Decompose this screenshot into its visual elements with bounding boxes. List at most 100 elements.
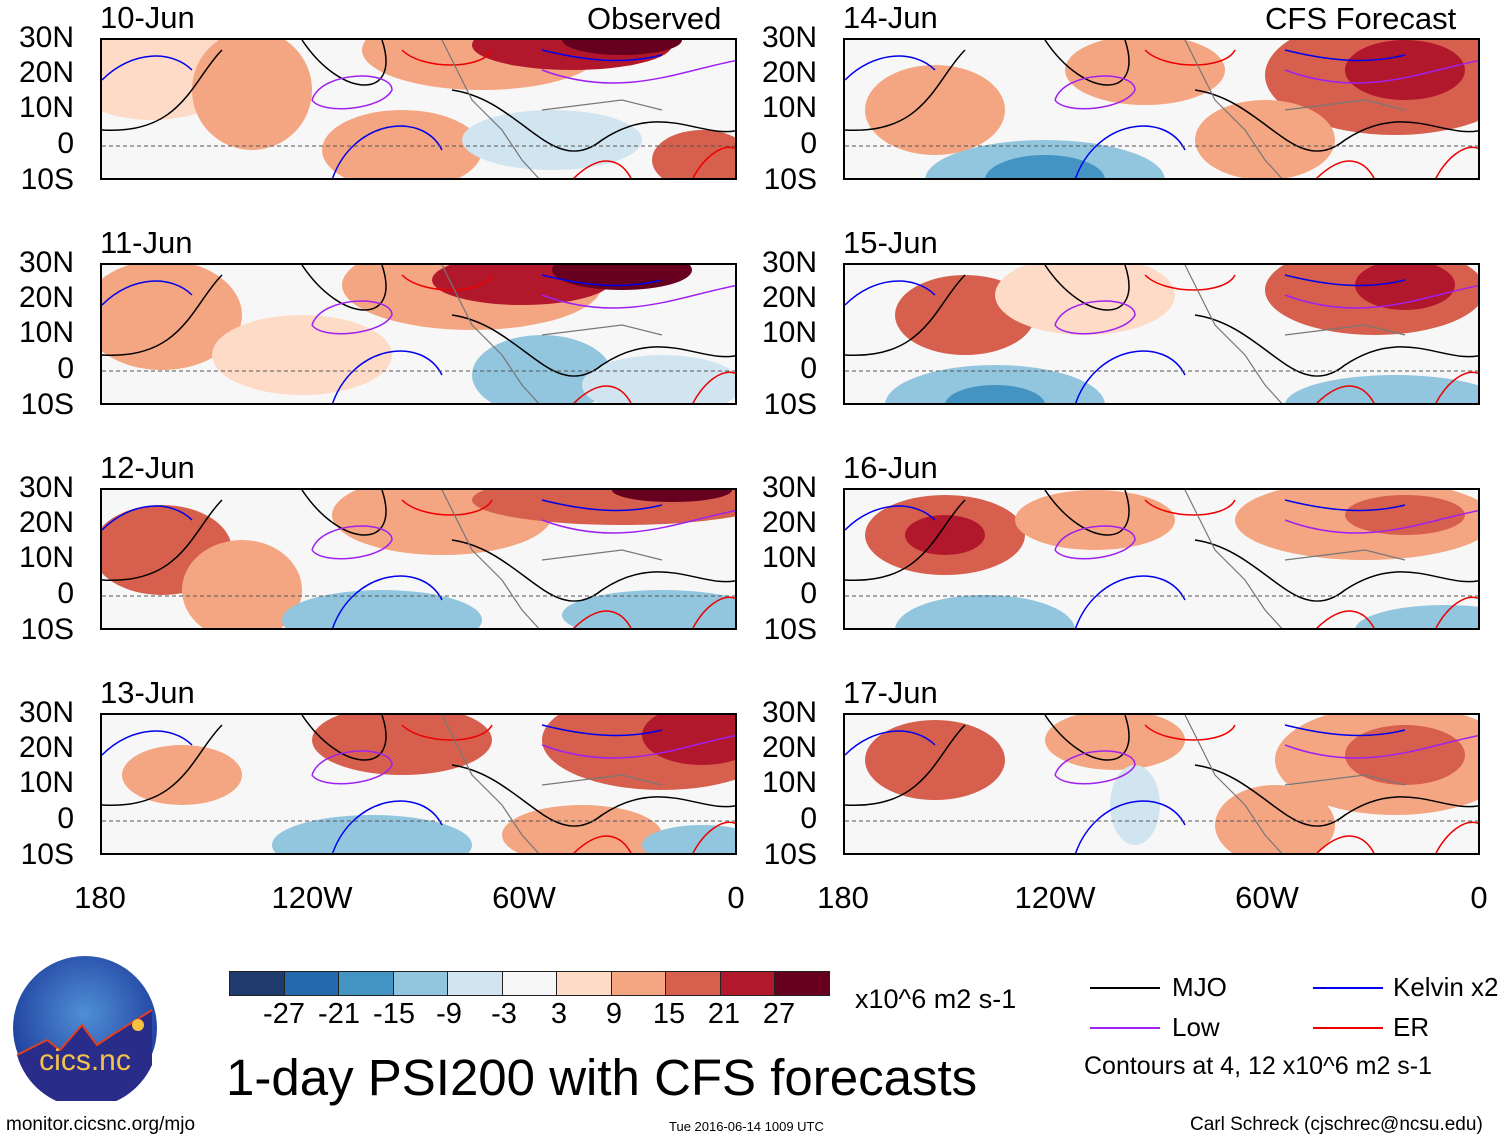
kelvin-contour <box>845 724 1406 853</box>
footer-url[interactable]: monitor.cicsnc.org/mjo <box>6 1114 196 1135</box>
colorbar-swatch <box>775 972 829 995</box>
colorbar-label: 15 <box>652 998 686 1030</box>
lat-tick-label: 30N <box>18 246 74 279</box>
low-contour <box>311 60 735 110</box>
lat-tick-label: 10S <box>763 613 817 646</box>
anomaly-field <box>652 130 735 178</box>
legend-kelvin-label: Kelvin x2 <box>1393 972 1499 1002</box>
anomaly-field <box>1215 785 1335 853</box>
mjo-contour <box>102 40 735 152</box>
kelvin-contour <box>102 499 663 628</box>
kelvin-contour <box>845 499 1406 628</box>
anomaly-field <box>462 110 642 170</box>
low-contour <box>1054 510 1478 560</box>
coastline <box>441 265 663 403</box>
map-panel-observed <box>100 38 737 180</box>
anomaly-field <box>122 745 242 805</box>
colorbar-label: -3 <box>491 998 517 1030</box>
anomaly-field <box>865 65 1005 155</box>
kelvin-contour <box>102 274 663 403</box>
anomaly-field <box>1345 40 1465 100</box>
panel-date: 14-Jun <box>843 0 938 35</box>
low-contour <box>1054 735 1478 785</box>
colorbar-label: -27 <box>263 998 305 1030</box>
kelvin-contour <box>102 49 663 178</box>
lat-tick-label: 10S <box>20 388 74 421</box>
lat-tick-label: 0 <box>57 352 74 385</box>
colorbar-swatch <box>393 972 448 995</box>
lat-tick-label: 0 <box>57 577 74 610</box>
low-contour <box>311 285 735 335</box>
anomaly-field <box>985 155 1105 178</box>
figure-title: 1-day PSI200 with CFS forecasts <box>226 1049 978 1106</box>
lon-tick-label: 120W <box>271 880 353 915</box>
lat-tick-label: 10S <box>763 163 817 196</box>
colorbar-swatch <box>230 972 285 995</box>
panel-date: 17-Jun <box>843 675 938 710</box>
panel-date: 12-Jun <box>100 450 195 485</box>
panel-date: 15-Jun <box>843 225 938 260</box>
anomaly-field <box>1110 765 1160 845</box>
lat-tick-label: 0 <box>57 802 74 835</box>
lat-tick-label: 0 <box>800 802 817 835</box>
lat-tick-label: 30N <box>18 21 74 54</box>
anomaly-field <box>192 40 312 150</box>
lat-tick-label: 10N <box>18 316 74 349</box>
lat-tick-label: 10N <box>761 316 817 349</box>
anomaly-field <box>562 590 735 628</box>
lat-tick-label: 30N <box>761 696 817 729</box>
low-contour <box>1054 285 1478 335</box>
colorbar-swatch <box>666 972 721 995</box>
lat-tick-label: 0 <box>800 352 817 385</box>
colorbar-label: 21 <box>707 998 741 1030</box>
lat-tick-label: 20N <box>761 506 817 539</box>
anomaly-field <box>472 335 612 403</box>
lat-tick-label: 10S <box>763 838 817 871</box>
map-panel-observed <box>100 713 737 855</box>
er-contour <box>1144 49 1478 178</box>
lat-tick-label: 10N <box>761 541 817 574</box>
anomaly-field <box>312 715 492 775</box>
anomaly-field <box>642 825 735 853</box>
panel-date: 16-Jun <box>843 450 938 485</box>
lat-tick-label: 20N <box>18 731 74 764</box>
lat-tick-label: 20N <box>18 506 74 539</box>
map-panel-observed <box>100 263 737 405</box>
legend-er-line <box>1313 1027 1383 1029</box>
anomaly-field <box>945 385 1045 403</box>
lat-tick-label: 30N <box>761 21 817 54</box>
lat-tick-label: 0 <box>800 127 817 160</box>
er-contour <box>401 499 735 628</box>
anomaly-field <box>272 815 472 853</box>
low-contour <box>311 735 735 785</box>
lon-tick-label: 0 <box>727 880 745 915</box>
legend-mjo-line <box>1090 987 1160 989</box>
colorbar-label: 3 <box>550 998 568 1030</box>
anomaly-field <box>1195 100 1335 178</box>
map-panel-forecast <box>843 488 1480 630</box>
mjo-contour <box>845 490 1478 602</box>
anomaly-field <box>1015 490 1175 550</box>
mjo-contour <box>102 715 735 827</box>
anomaly-field <box>282 590 482 628</box>
lat-tick-label: 20N <box>761 731 817 764</box>
anomaly-field <box>905 515 985 555</box>
kelvin-contour <box>102 724 663 853</box>
colorbar-label: -15 <box>373 998 415 1030</box>
map-panel-forecast <box>843 713 1480 855</box>
anomaly-field <box>612 490 732 502</box>
coastline <box>441 715 663 853</box>
lat-tick-label: 30N <box>18 696 74 729</box>
lat-tick-label: 20N <box>761 281 817 314</box>
map-panel-forecast <box>843 263 1480 405</box>
colorbar-label: 9 <box>605 998 623 1030</box>
lon-tick-label: 60W <box>492 880 556 915</box>
lat-tick-label: 30N <box>761 471 817 504</box>
lat-tick-label: 10N <box>761 766 817 799</box>
footer-author: Carl Schreck (cjschrec@ncsu.edu) <box>1190 1114 1483 1135</box>
anomaly-field <box>1065 40 1225 105</box>
er-contour <box>1144 499 1478 628</box>
footer-timestamp: Tue 2016-06-14 1009 UTC <box>669 1119 824 1134</box>
anomaly-field <box>1355 265 1455 310</box>
legend-er-label: ER <box>1393 1012 1430 1042</box>
